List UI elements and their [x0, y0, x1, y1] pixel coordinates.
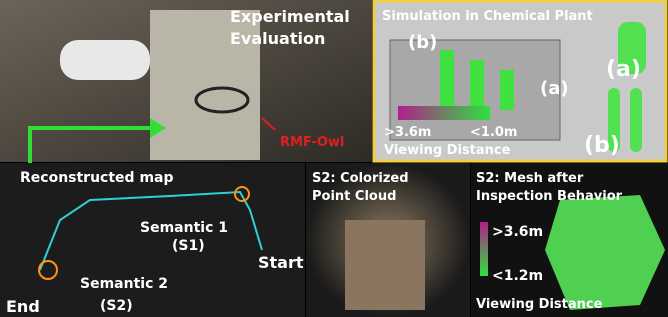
tank — [470, 60, 484, 110]
semantic-label: Semantic 2 — [80, 276, 168, 292]
point-cloud-object — [345, 220, 425, 310]
colorbar-min: <1.2m — [492, 268, 543, 284]
colorbar-min: <1.0m — [470, 125, 517, 140]
photo-title: Evaluation — [230, 29, 325, 48]
colorbar-max: >3.6m — [384, 125, 431, 140]
colorbar-caption: Viewing Distance — [384, 143, 511, 158]
end-label: End — [6, 297, 40, 316]
point-cloud-title: Point Cloud — [312, 189, 396, 204]
tank — [440, 50, 454, 110]
semantic-label: (S1) — [172, 238, 205, 254]
semantic-label: (S2) — [100, 298, 133, 314]
label: (b) — [408, 32, 437, 53]
start-label: Start — [258, 253, 304, 272]
colorbar — [480, 222, 488, 276]
point-cloud-title: S2: Colorized — [312, 171, 409, 186]
label: (b) — [584, 133, 620, 158]
label: (a) — [606, 57, 641, 82]
colorbar — [398, 106, 490, 120]
colorbar-caption: Viewing Distance — [476, 297, 603, 312]
label: (a) — [540, 78, 569, 99]
mesh-title: Inspection Behavior — [476, 189, 623, 204]
colorbar-max: >3.6m — [492, 224, 543, 240]
figure: Experimental Evaluation RMF-Owl Simulati… — [0, 0, 668, 317]
pipe-insulation — [60, 40, 150, 80]
photo-title: Experimental — [230, 7, 350, 26]
tank — [500, 70, 514, 110]
mesh-title: S2: Mesh after — [476, 171, 584, 186]
robot-label: RMF-Owl — [280, 135, 344, 150]
simulation-title: Simulation in Chemical Plant — [382, 9, 593, 24]
tank-b — [630, 88, 642, 152]
map-title: Reconstructed map — [20, 170, 174, 186]
semantic-label: Semantic 1 — [140, 220, 228, 236]
